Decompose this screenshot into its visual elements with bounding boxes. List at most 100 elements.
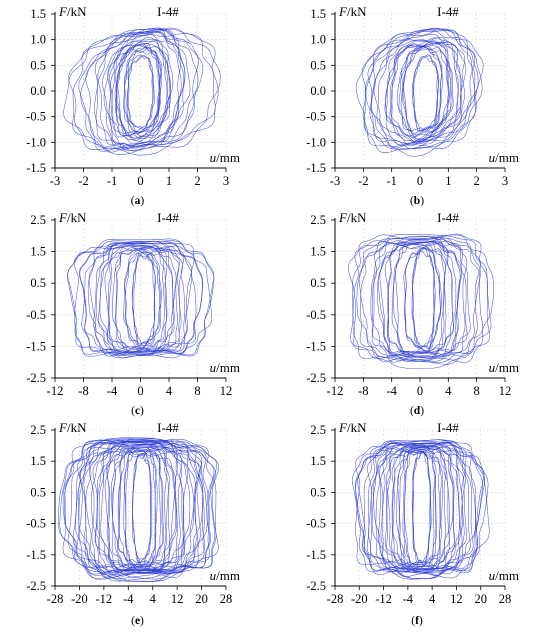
hysteresis-loop — [106, 446, 176, 570]
y-tick-label: -0.5 — [26, 308, 46, 322]
x-tick-label: -4 — [403, 592, 414, 606]
panel-label: (d) — [410, 405, 424, 417]
y-tick-label: -2.5 — [26, 371, 46, 385]
x-tick-label: -4 — [107, 384, 118, 398]
hysteresis-loop — [57, 437, 219, 579]
x-tick-label: -1 — [107, 174, 117, 188]
chart-panel-f: -28 -20 -12 -4 4 12 20 28 2.5 1.5 0.5 -0.5 -1.5 -2.5 F… — [306, 420, 519, 627]
hysteresis-loop — [359, 238, 483, 363]
y-tick-label: -2.5 — [306, 371, 326, 385]
x-axis-label: u/mm — [489, 150, 519, 165]
chart-panel-b: -3 -2 -1 0 1 2 3 1.5 1.0 0.5 0.0 -0.5 -1.0 -1.5 F/kN u/… — [306, 4, 519, 207]
y-tick-label: 0.0 — [310, 84, 326, 98]
hysteresis-loop — [114, 40, 171, 139]
hysteresis-loop — [385, 37, 462, 145]
series-hysteresis-loops — [347, 233, 494, 369]
panel-label: (b) — [410, 195, 424, 207]
x-axis-label: u/mm — [210, 150, 240, 165]
y-tick-label: 0.5 — [310, 276, 326, 290]
hysteresis-loop — [114, 247, 165, 354]
hysteresis-loop — [377, 442, 460, 577]
x-tick-label: 0 — [137, 174, 143, 188]
y-tick-label: -0.5 — [306, 110, 326, 124]
x-tick-label: -2 — [358, 174, 368, 188]
panel-label: (a) — [131, 195, 145, 207]
x-tick-label: 0 — [417, 384, 423, 398]
hysteresis-loop — [80, 30, 199, 153]
hysteresis-loop — [377, 241, 462, 355]
hysteresis-loop — [102, 30, 186, 149]
x-tick-label: 4 — [166, 384, 173, 398]
y-tick-label: 0.5 — [30, 276, 46, 290]
hysteresis-loop — [387, 242, 454, 359]
y-tick-label: 2.5 — [30, 423, 46, 437]
hysteresis-loop — [109, 38, 174, 139]
panel-label: (c) — [131, 405, 144, 417]
hysteresis-loop — [76, 439, 206, 582]
x-tick-label: -8 — [358, 384, 368, 398]
x-tick-label: -3 — [330, 174, 340, 188]
x-tick-label: -1 — [386, 174, 396, 188]
hysteresis-loop — [390, 41, 451, 143]
hysteresis-loop — [356, 236, 481, 362]
x-tick-label: 28 — [499, 592, 512, 606]
hysteresis-loop — [411, 247, 435, 351]
hysteresis-loop — [396, 449, 443, 568]
y-tick-label: 1.0 — [310, 33, 326, 47]
hysteresis-loop — [404, 246, 441, 353]
x-tick-label: -28 — [327, 592, 344, 606]
x-tick-label: 12 — [499, 384, 512, 398]
hysteresis-loop — [350, 233, 490, 369]
x-tick-label: 1 — [166, 174, 172, 188]
x-tick-label: 12 — [450, 592, 463, 606]
series-hysteresis-loops — [63, 27, 221, 156]
hysteresis-loop — [367, 442, 477, 575]
hysteresis-loop — [412, 248, 436, 349]
hysteresis-loop — [375, 444, 467, 575]
hysteresis-loop — [403, 247, 442, 350]
y-tick-label: -0.5 — [306, 517, 326, 531]
hysteresis-loop — [68, 27, 221, 151]
specimen-label: I-4# — [157, 210, 179, 225]
x-tick-label: 20 — [474, 592, 487, 606]
x-tick-label: -3 — [50, 174, 60, 188]
hysteresis-loop — [402, 449, 437, 568]
hysteresis-loop — [116, 43, 162, 135]
y-tick-label: 0.0 — [30, 84, 46, 98]
x-tick-label: -28 — [47, 592, 64, 606]
y-tick-label: 0.5 — [30, 58, 46, 72]
hysteresis-loop — [62, 438, 219, 582]
hysteresis-loop — [402, 47, 443, 135]
y-tick-label: 0.5 — [310, 485, 326, 499]
hysteresis-loop — [124, 46, 161, 133]
hysteresis-loop — [369, 441, 471, 580]
y-axis-label: F/kN — [338, 4, 367, 19]
gridlines — [54, 13, 227, 169]
hysteresis-loop — [355, 27, 484, 153]
y-tick-label: -1.5 — [306, 548, 326, 562]
hysteresis-loop — [98, 245, 181, 356]
series-hysteresis-loops — [352, 439, 490, 580]
hysteresis-loop — [123, 250, 162, 351]
hysteresis-loop — [115, 247, 168, 352]
x-axis-label: u/mm — [489, 360, 519, 375]
hysteresis-loop — [94, 28, 191, 146]
y-tick-label: -1.5 — [26, 161, 46, 175]
hysteresis-loop — [391, 243, 447, 357]
y-tick-label: -1.5 — [306, 339, 326, 353]
hysteresis-loop — [391, 447, 450, 570]
x-tick-label: 3 — [502, 174, 508, 188]
hysteresis-loop — [72, 28, 216, 156]
hysteresis-loop — [352, 235, 492, 365]
x-tick-label: 4 — [150, 592, 157, 606]
specimen-label: I-4# — [437, 420, 459, 435]
hysteresis-loop — [123, 449, 157, 568]
hysteresis-loop — [104, 245, 177, 351]
hysteresis-loop — [67, 240, 215, 356]
hysteresis-loop — [85, 30, 199, 149]
hysteresis-loop — [412, 450, 431, 567]
y-tick-label: 1.5 — [310, 245, 326, 259]
hysteresis-loop — [133, 255, 155, 347]
y-tick-label: -1.5 — [306, 161, 326, 175]
